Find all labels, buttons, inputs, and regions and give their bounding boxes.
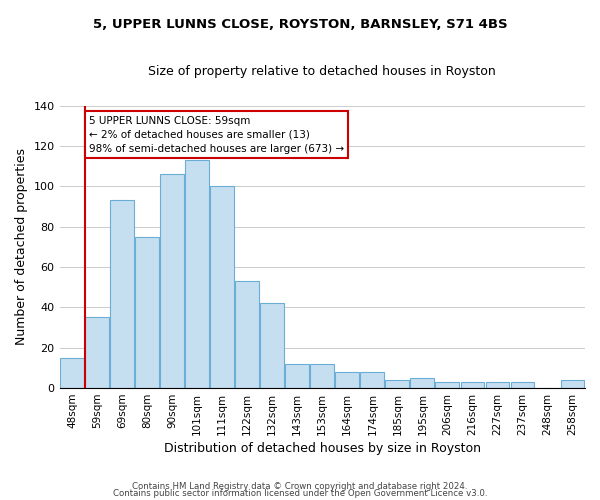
Bar: [260, 304, 284, 388]
Bar: [410, 378, 434, 388]
Bar: [485, 382, 509, 388]
X-axis label: Distribution of detached houses by size in Royston: Distribution of detached houses by size …: [164, 442, 481, 455]
Bar: [235, 281, 259, 388]
Text: Contains HM Land Registry data © Crown copyright and database right 2024.: Contains HM Land Registry data © Crown c…: [132, 482, 468, 491]
Text: 5, UPPER LUNNS CLOSE, ROYSTON, BARNSLEY, S71 4BS: 5, UPPER LUNNS CLOSE, ROYSTON, BARNSLEY,…: [92, 18, 508, 30]
Bar: [335, 372, 359, 388]
Bar: [286, 364, 309, 388]
Y-axis label: Number of detached properties: Number of detached properties: [15, 148, 28, 346]
Bar: [461, 382, 484, 388]
Bar: [511, 382, 535, 388]
Bar: [60, 358, 84, 388]
Bar: [110, 200, 134, 388]
Bar: [185, 160, 209, 388]
Bar: [135, 236, 159, 388]
Bar: [361, 372, 384, 388]
Bar: [560, 380, 584, 388]
Bar: [210, 186, 234, 388]
Bar: [160, 174, 184, 388]
Text: Contains public sector information licensed under the Open Government Licence v3: Contains public sector information licen…: [113, 490, 487, 498]
Title: Size of property relative to detached houses in Royston: Size of property relative to detached ho…: [148, 65, 496, 78]
Text: 5 UPPER LUNNS CLOSE: 59sqm
← 2% of detached houses are smaller (13)
98% of semi-: 5 UPPER LUNNS CLOSE: 59sqm ← 2% of detac…: [89, 116, 344, 154]
Bar: [310, 364, 334, 388]
Bar: [385, 380, 409, 388]
Bar: [85, 318, 109, 388]
Bar: [436, 382, 459, 388]
